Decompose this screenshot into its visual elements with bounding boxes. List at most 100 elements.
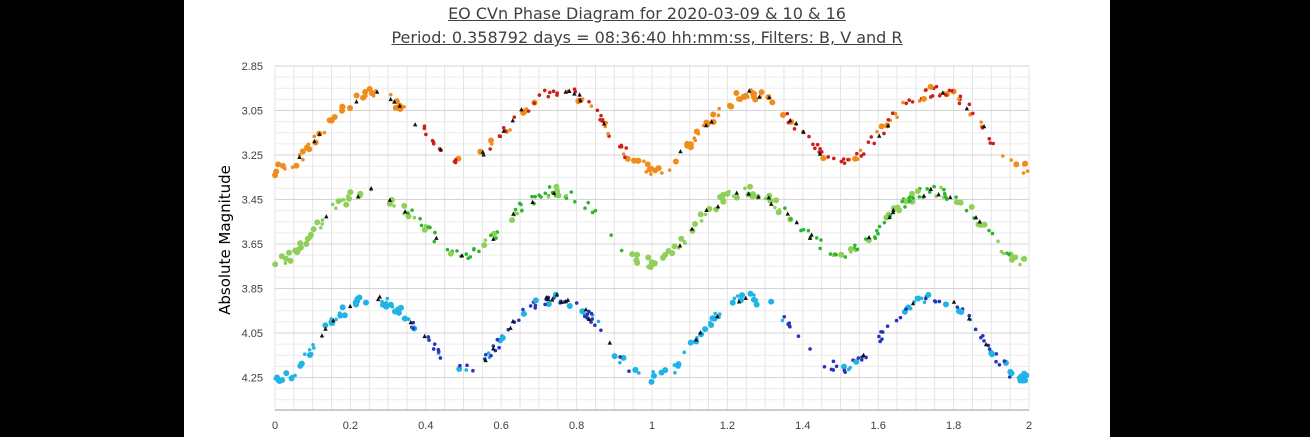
- data-point: [675, 361, 682, 368]
- data-point: [886, 117, 891, 122]
- data-point: [299, 148, 306, 155]
- data-point: [283, 370, 290, 377]
- data-point: [853, 243, 857, 248]
- data-point: [678, 235, 685, 242]
- data-point: [593, 208, 598, 213]
- data-point: [743, 186, 747, 191]
- data-point: [623, 155, 627, 160]
- data-point: [883, 214, 890, 221]
- data-point: [751, 90, 758, 97]
- data-point: [402, 105, 406, 109]
- data-point: [320, 222, 324, 226]
- data-point: [796, 334, 801, 338]
- data-point-triangle: [510, 318, 516, 324]
- data-point: [838, 251, 845, 258]
- data-point: [934, 84, 939, 89]
- data-point: [555, 93, 559, 97]
- data-point-triangle: [354, 99, 359, 104]
- data-point: [297, 153, 302, 157]
- data-point: [667, 168, 672, 172]
- data-point: [901, 100, 905, 105]
- data-point: [855, 247, 860, 252]
- data-point: [339, 304, 346, 311]
- data-point: [841, 157, 846, 161]
- data-point: [922, 300, 927, 305]
- data-point: [546, 195, 551, 199]
- data-point-triangle: [583, 307, 589, 312]
- data-point: [334, 206, 338, 211]
- data-point-triangle: [689, 226, 695, 231]
- x-tick-label: 2: [1026, 420, 1032, 432]
- data-point-triangle: [510, 118, 515, 123]
- data-point-triangle: [297, 154, 302, 159]
- data-point: [925, 291, 932, 298]
- data-point: [792, 127, 797, 131]
- data-point: [465, 363, 469, 368]
- data-point: [297, 240, 304, 247]
- data-point: [307, 231, 314, 238]
- data-point-triangle: [559, 299, 564, 304]
- data-point: [990, 231, 995, 236]
- data-point: [572, 87, 577, 91]
- data-point: [1007, 252, 1011, 257]
- data-point: [489, 353, 493, 358]
- data-point: [580, 97, 585, 101]
- data-point: [773, 197, 780, 204]
- data-point: [545, 301, 552, 308]
- data-point: [766, 192, 773, 199]
- data-point: [833, 252, 837, 256]
- data-point: [923, 296, 928, 301]
- data-point: [903, 205, 907, 209]
- data-point: [326, 117, 333, 124]
- data-point: [589, 320, 593, 324]
- data-point: [747, 183, 754, 190]
- data-point: [458, 363, 462, 368]
- data-point: [593, 323, 597, 327]
- data-point: [720, 198, 727, 205]
- data-point: [927, 83, 934, 90]
- y-tick-label: 3.05: [242, 106, 263, 118]
- data-point: [533, 194, 537, 199]
- data-point: [652, 167, 659, 174]
- data-point: [489, 233, 493, 238]
- data-point: [543, 302, 547, 307]
- data-point: [724, 190, 731, 197]
- data-point: [908, 195, 912, 199]
- data-point: [733, 194, 740, 201]
- data-point: [853, 358, 860, 365]
- data-point: [286, 249, 293, 256]
- x-tick-label: 1.2: [720, 420, 735, 432]
- data-point: [419, 223, 424, 228]
- data-point: [438, 356, 443, 360]
- data-point-triangle: [766, 195, 772, 200]
- data-point: [780, 318, 785, 323]
- data-point-triangle: [586, 316, 592, 321]
- data-point: [526, 109, 531, 113]
- data-point-triangle: [698, 330, 703, 335]
- data-point: [337, 312, 344, 319]
- data-point: [820, 155, 827, 162]
- data-point: [586, 200, 591, 205]
- data-point: [869, 135, 874, 139]
- chart-subtitle: Period: 0.358792 days = 08:36:40 hh:mm:s…: [391, 28, 903, 47]
- data-point-triangle: [312, 138, 317, 144]
- data-point: [347, 189, 354, 196]
- x-tick-label: 0.6: [494, 420, 509, 432]
- data-point-triangle: [951, 299, 957, 304]
- data-point: [682, 239, 687, 244]
- data-point-triangle: [866, 234, 872, 240]
- x-tick-label: 0.8: [569, 420, 584, 432]
- data-point: [939, 185, 943, 190]
- data-point-triangle: [785, 211, 790, 216]
- data-point: [303, 240, 310, 247]
- data-point: [1021, 370, 1028, 377]
- data-point: [513, 207, 518, 212]
- data-point: [808, 347, 812, 351]
- data-point: [927, 190, 932, 194]
- data-point: [343, 201, 350, 208]
- data-point: [895, 115, 899, 120]
- data-point: [331, 114, 338, 121]
- data-point-triangle: [402, 209, 408, 214]
- data-point-triangle: [981, 123, 987, 129]
- chart-panel: EO CVn Phase Diagram for 2020-03-09 & 10…: [184, 0, 1110, 437]
